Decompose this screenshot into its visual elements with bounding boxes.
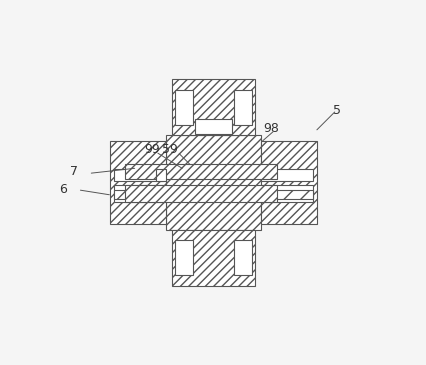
Text: 6: 6 (59, 183, 67, 196)
Text: 5: 5 (332, 104, 340, 116)
Text: 99: 99 (144, 143, 159, 156)
Bar (260, 185, 312, 203)
Bar (171, 79, 255, 135)
Bar (174, 241, 193, 275)
Bar (233, 90, 252, 124)
Bar (155, 169, 166, 181)
Bar (114, 190, 162, 199)
Bar (260, 169, 312, 181)
Bar (114, 169, 162, 181)
Text: 7: 7 (70, 165, 78, 178)
Bar (166, 135, 260, 230)
Bar (124, 185, 276, 203)
Bar (174, 90, 193, 124)
Bar (233, 241, 252, 275)
Bar (110, 141, 166, 224)
Bar (124, 164, 276, 179)
Text: 59: 59 (162, 143, 178, 156)
Bar (195, 119, 231, 134)
Bar (114, 185, 162, 203)
Bar (260, 141, 316, 224)
Text: 98: 98 (263, 122, 279, 135)
Bar (171, 230, 255, 286)
Bar (260, 190, 312, 199)
